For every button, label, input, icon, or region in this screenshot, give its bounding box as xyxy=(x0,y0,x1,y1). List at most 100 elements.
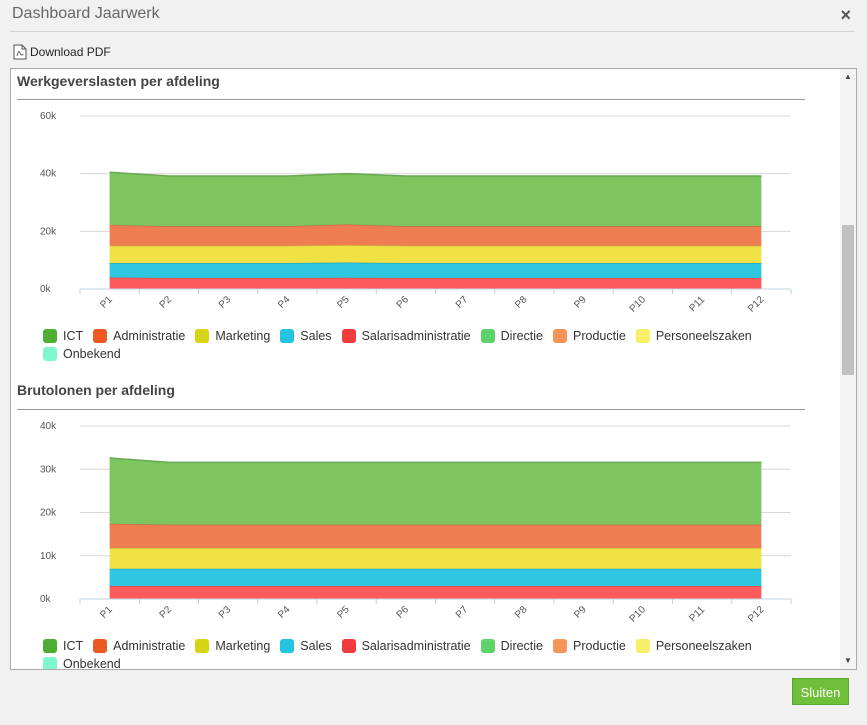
x-tick-label: P1 xyxy=(98,294,115,311)
scrollbar-thumb[interactable] xyxy=(842,225,854,375)
x-tick-label: P3 xyxy=(217,294,234,311)
legend-item[interactable]: Administratie xyxy=(93,327,185,345)
legend-item[interactable]: Marketing xyxy=(195,637,270,655)
x-tick-label: P5 xyxy=(335,604,352,621)
legend-swatch xyxy=(43,329,57,343)
close-icon[interactable]: × xyxy=(840,5,851,25)
x-tick-label: P4 xyxy=(276,294,293,311)
x-tick-label: P9 xyxy=(572,604,589,621)
dialog-title: Dashboard Jaarwerk xyxy=(12,5,160,22)
y-tick-label: 0k xyxy=(40,594,52,605)
scroll-down-icon[interactable]: ▼ xyxy=(844,656,852,665)
legend-swatch xyxy=(553,329,568,343)
legend-item[interactable]: Productie xyxy=(553,637,626,655)
x-tick-label: P7 xyxy=(454,604,471,621)
pdf-icon xyxy=(13,44,27,60)
legend-label: Marketing xyxy=(215,329,271,343)
x-tick-label: P9 xyxy=(572,294,589,311)
y-tick-label: 0k xyxy=(40,284,52,295)
legend-swatch xyxy=(195,639,210,653)
legend-swatch xyxy=(635,329,650,343)
chart1-legend: ICT Administratie Marketing Sales Salarisadm… xyxy=(43,327,813,363)
legend-swatch xyxy=(280,329,295,343)
x-tick-label: P11 xyxy=(687,604,707,623)
legend-label: Sales xyxy=(300,639,332,653)
legend-item[interactable]: Sales xyxy=(280,327,332,345)
legend-label: Personeelszaken xyxy=(655,639,752,653)
legend-label: Salarisadministratie xyxy=(361,639,471,653)
legend-swatch xyxy=(43,657,57,669)
dialog-titlebar: Dashboard Jaarwerk × xyxy=(0,0,867,32)
area-sales xyxy=(109,262,762,279)
x-tick-label: P5 xyxy=(335,294,352,311)
legend-item[interactable]: Personeelszaken xyxy=(635,327,752,345)
charts-panel: Werkgeverslasten per afdeling 0k 20k 40k 60… xyxy=(11,69,839,669)
y-tick-label: 20k xyxy=(40,508,57,519)
area-salarisadministratie xyxy=(109,277,762,289)
area-salarisadministratie xyxy=(109,586,762,599)
x-tick-label: P2 xyxy=(158,604,175,621)
legend-label: Onbekend xyxy=(63,347,121,361)
dashboard-content[interactable]: Werkgeverslasten per afdeling 0k 20k 40k 60… xyxy=(10,68,857,670)
download-pdf-link[interactable]: Download PDF xyxy=(13,44,111,60)
series-line-ict xyxy=(109,457,762,464)
legend-label: Administratie xyxy=(113,329,186,343)
werkgeverslasten-chart: 0k 20k 40k 60k P1 P2 P3 P4 P5 P6 P7 P8 P9 P10 P11 P12 xyxy=(40,111,792,313)
legend-label: Directie xyxy=(500,329,544,343)
vertical-scrollbar[interactable]: ▲ ▼ xyxy=(840,69,856,669)
legend-label: Salarisadministratie xyxy=(361,329,471,343)
legend-swatch xyxy=(93,639,108,653)
legend-item[interactable]: Salarisadministratie xyxy=(341,637,471,655)
legend-label: Sales xyxy=(300,329,332,343)
legend-item[interactable]: Salarisadministratie xyxy=(341,327,471,345)
legend-item[interactable]: Directie xyxy=(480,637,544,655)
legend-swatch xyxy=(480,639,495,653)
x-tick-label: P12 xyxy=(746,604,767,623)
x-tick-label: P10 xyxy=(628,294,649,313)
legend-label: Productie xyxy=(573,329,626,343)
legend-item[interactable]: Productie xyxy=(553,327,626,345)
x-tick-label: P8 xyxy=(513,604,530,621)
x-tick-label: P11 xyxy=(687,294,707,313)
legend-item[interactable]: Personeelszaken xyxy=(635,637,752,655)
legend-swatch xyxy=(280,639,295,653)
sluiten-button[interactable]: Sluiten xyxy=(792,678,849,705)
legend-swatch xyxy=(341,639,356,653)
x-tick-label: P2 xyxy=(158,294,175,311)
legend-item[interactable]: Marketing xyxy=(195,327,270,345)
x-tick-label: P6 xyxy=(395,604,412,621)
legend-swatch xyxy=(553,639,568,653)
legend-item[interactable]: Directie xyxy=(480,327,544,345)
y-tick-label: 20k xyxy=(40,226,57,237)
y-tick-label: 40k xyxy=(40,421,57,432)
area-ict xyxy=(109,172,762,227)
x-tick-label: P4 xyxy=(276,604,293,621)
legend-item[interactable]: Onbekend xyxy=(43,345,121,363)
legend-swatch xyxy=(43,639,57,653)
area-marketing xyxy=(109,547,762,569)
y-tick-label: 60k xyxy=(40,111,57,122)
legend-label: Directie xyxy=(500,639,544,653)
y-tick-label: 30k xyxy=(40,464,57,475)
x-tick-label: P8 xyxy=(513,294,530,311)
legend-item[interactable]: Sales xyxy=(280,637,332,655)
x-tick-label: P3 xyxy=(217,604,234,621)
chart2-title: Brutolonen per afdeling xyxy=(17,382,175,398)
x-tick-label: P12 xyxy=(746,294,767,313)
area-marketing xyxy=(109,245,762,264)
legend-label: Administratie xyxy=(113,639,186,653)
legend-label: Marketing xyxy=(215,639,271,653)
area-administratie xyxy=(109,224,762,246)
scroll-up-icon[interactable]: ▲ xyxy=(844,72,852,81)
legend-swatch xyxy=(195,329,210,343)
x-tick-label: P7 xyxy=(454,294,471,311)
chart1-divider xyxy=(17,99,805,100)
area-sales xyxy=(109,568,762,587)
legend-item[interactable]: ICT xyxy=(43,327,83,345)
legend-label: Personeelszaken xyxy=(655,329,752,343)
x-tick-label: P10 xyxy=(628,604,649,623)
legend-item[interactable]: Administratie xyxy=(93,637,185,655)
legend-item[interactable]: Onbekend xyxy=(43,655,121,669)
legend-item[interactable]: ICT xyxy=(43,637,83,655)
brutolonen-chart: 0k 10k 20k 30k 40k P1 P2 P3 P4 P5 P6 P7 P8 P9 P10 P11 P1… xyxy=(40,421,792,623)
